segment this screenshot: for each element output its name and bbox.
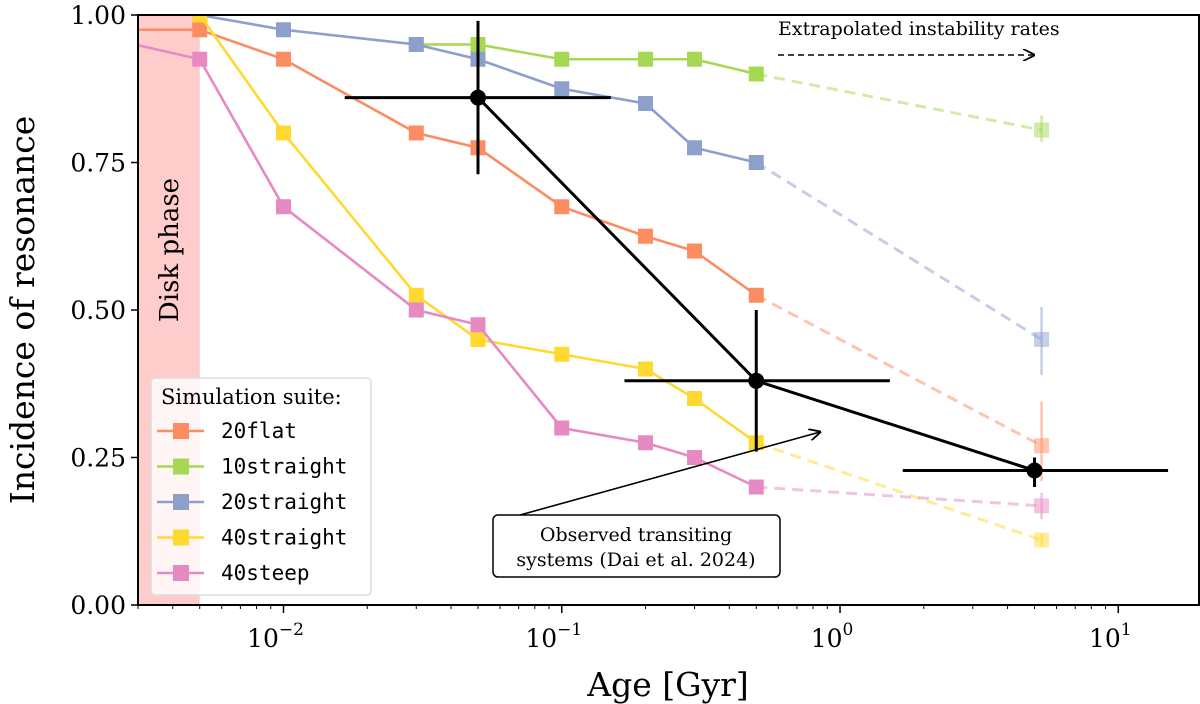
marker-20flat bbox=[748, 287, 764, 303]
line-10straight bbox=[416, 43, 757, 76]
marker-40straight bbox=[470, 332, 486, 347]
marker-40steep bbox=[0, 8, 13, 23]
marker-20flat bbox=[687, 243, 703, 259]
marker-10straight bbox=[687, 51, 703, 67]
marker-40steep bbox=[470, 317, 486, 333]
legend-label: 40steep bbox=[221, 561, 310, 585]
marker-10straight bbox=[748, 66, 764, 82]
observed-point bbox=[469, 89, 486, 106]
extrapolated-line-10straight bbox=[755, 72, 1042, 132]
legend-marker bbox=[173, 529, 189, 546]
legend-label: 10straight bbox=[221, 455, 347, 479]
observed-label-line2: systems (Dai et al. 2024) bbox=[516, 549, 755, 571]
marker-20straight bbox=[408, 37, 424, 52]
legend-title: Simulation suite: bbox=[161, 385, 342, 409]
marker-20straight bbox=[554, 81, 570, 97]
marker-40steep bbox=[275, 199, 291, 215]
marker-20straight bbox=[687, 140, 703, 156]
y-tick-label: 0.50 bbox=[70, 296, 126, 325]
disk-phase-label: Disk phase bbox=[155, 178, 185, 322]
extrapolated-line-20straight bbox=[755, 161, 1043, 341]
extrapolated-line-40steep bbox=[756, 485, 1042, 508]
x-tick-label: 101 bbox=[1089, 620, 1132, 653]
y-tick-label: 0.25 bbox=[70, 444, 126, 473]
observed-arrow bbox=[519, 432, 820, 516]
line-20straight bbox=[199, 15, 757, 164]
observed-point bbox=[1026, 462, 1043, 479]
series-40steep bbox=[0, 8, 1050, 520]
legend-label: 20straight bbox=[221, 490, 347, 514]
marker-20flat bbox=[554, 199, 570, 215]
marker-40straight bbox=[687, 391, 703, 406]
y-tick-label: 1.00 bbox=[70, 1, 126, 30]
marker-20flat bbox=[275, 51, 291, 67]
marker-40steep bbox=[408, 302, 424, 318]
marker-40straight bbox=[638, 361, 654, 377]
series-20straight bbox=[192, 15, 1050, 375]
series-40straight bbox=[192, 15, 1050, 548]
marker-40straight bbox=[554, 346, 570, 362]
observed-point bbox=[748, 372, 765, 389]
marker-20flat bbox=[0, 22, 13, 37]
marker-10straight bbox=[638, 51, 654, 67]
y-tick-label: 0.00 bbox=[70, 591, 126, 620]
marker-40steep bbox=[554, 420, 570, 436]
marker-20straight bbox=[748, 155, 764, 170]
legend-item-10straight: 10straight bbox=[157, 455, 347, 479]
legend-item-40steep: 40steep bbox=[157, 561, 310, 585]
legend-label: 40straight bbox=[221, 526, 347, 550]
marker-40straight bbox=[408, 287, 424, 303]
extrapolated-line-20flat bbox=[755, 293, 1043, 448]
legend-item-20straight: 20straight bbox=[157, 490, 347, 514]
legend-marker bbox=[173, 458, 189, 475]
marker-20flat bbox=[192, 22, 208, 38]
marker-20flat bbox=[638, 228, 654, 244]
marker-40steep bbox=[638, 435, 654, 451]
legend-marker bbox=[173, 423, 189, 439]
legend-frame bbox=[150, 377, 372, 596]
legend-marker bbox=[173, 565, 189, 581]
y-tick-label: 0.75 bbox=[70, 149, 126, 178]
x-axis-label: Age [Gyr] bbox=[586, 665, 749, 704]
legend-item-40straight: 40straight bbox=[157, 526, 347, 550]
extrapolated-label: Extrapolated instability rates bbox=[778, 18, 1060, 40]
marker-20flat bbox=[408, 125, 424, 141]
legend-marker bbox=[173, 494, 189, 510]
marker-40steep bbox=[192, 51, 208, 67]
observed-label-box bbox=[492, 514, 781, 578]
line-40straight bbox=[198, 15, 758, 444]
observed-label-line1: Observed transiting bbox=[540, 524, 732, 546]
extrapolated-marker-10straight bbox=[1034, 122, 1050, 138]
x-tick-label: 10−1 bbox=[525, 620, 582, 653]
extrapolated-line-40straight bbox=[755, 441, 1043, 542]
y-axis-label: Incidence of resonance bbox=[3, 116, 42, 505]
legend-label: 20flat bbox=[221, 419, 297, 443]
legend: Simulation suite: 20flat 10straight 20stra… bbox=[150, 377, 372, 596]
marker-40straight bbox=[275, 125, 291, 141]
legend-item-20flat: 20flat bbox=[157, 419, 297, 443]
extrapolated-marker-20flat bbox=[1034, 438, 1050, 454]
marker-40straight bbox=[192, 15, 208, 23]
marker-20straight bbox=[275, 22, 291, 38]
x-tick-label: 10−2 bbox=[247, 620, 304, 653]
extrapolated-marker-40steep bbox=[1034, 498, 1050, 514]
marker-10straight bbox=[554, 51, 570, 67]
marker-40steep bbox=[748, 479, 764, 495]
marker-20straight bbox=[638, 96, 654, 111]
extrapolated-marker-40straight bbox=[1034, 532, 1050, 548]
marker-40steep bbox=[687, 450, 703, 465]
extrapolated-marker-20straight bbox=[1034, 332, 1050, 347]
x-tick-label: 100 bbox=[811, 620, 854, 653]
